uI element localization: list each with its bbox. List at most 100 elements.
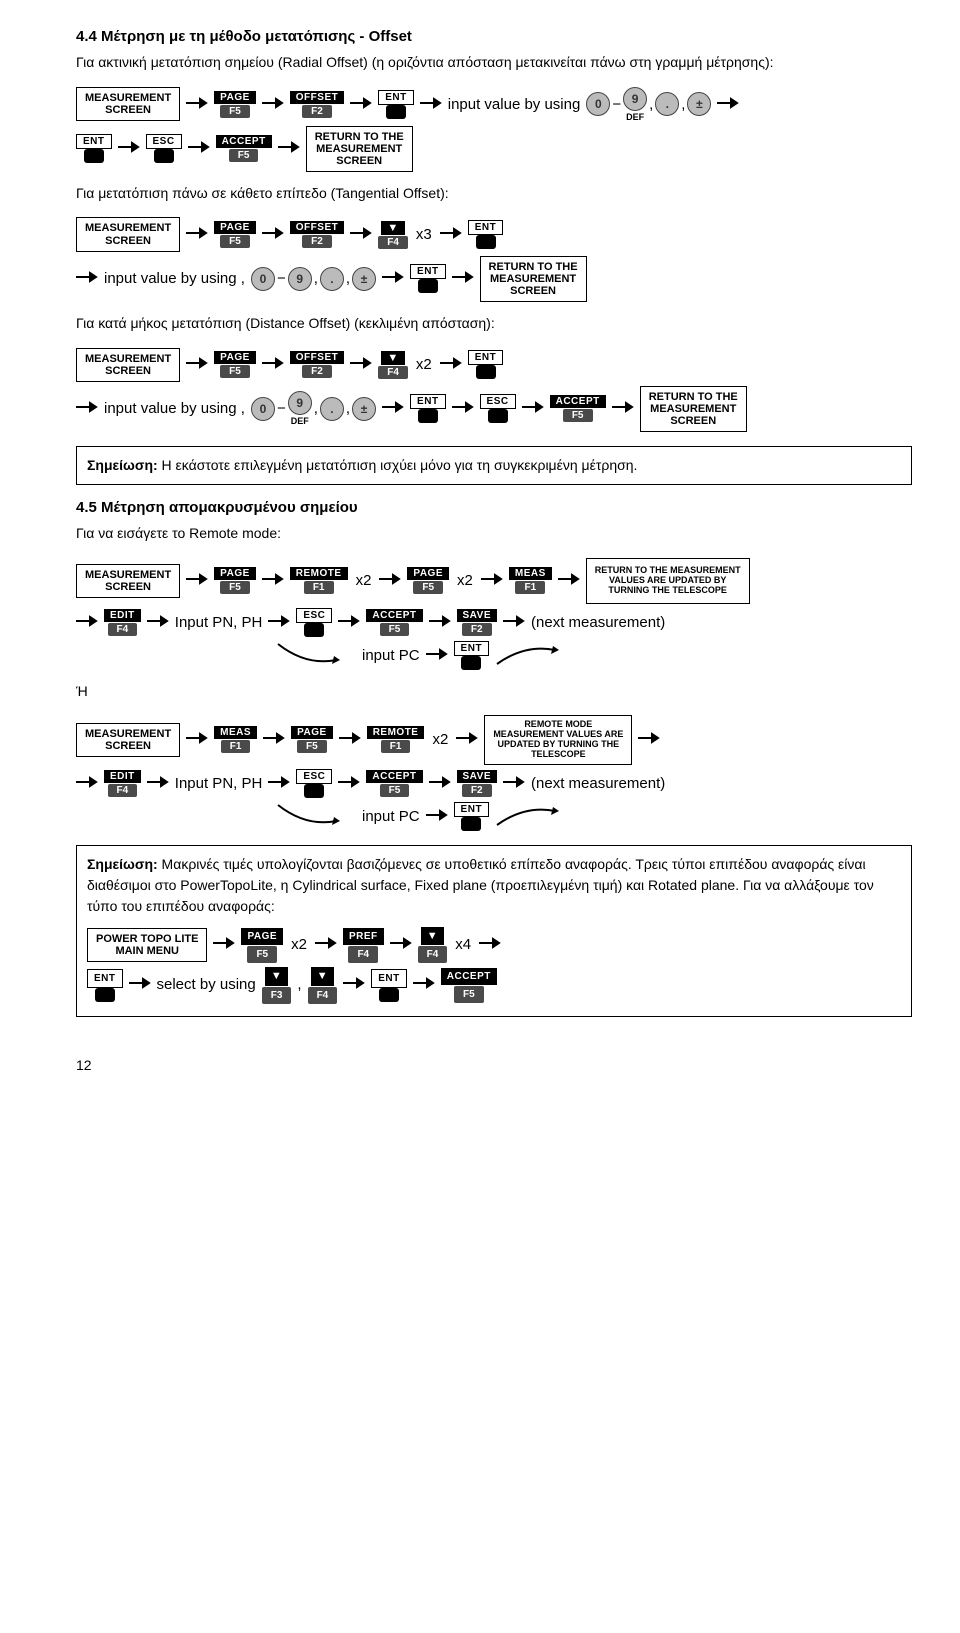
arrow-icon <box>379 572 401 589</box>
arrow-icon <box>481 572 503 589</box>
ent-key: ENT <box>410 394 446 423</box>
input-value-text: input value by using , <box>104 400 245 417</box>
flow-radial-offset: MEASUREMENT SCREEN PAGEF5 OFFSETF2 ENT i… <box>76 87 912 172</box>
arrow-icon <box>339 731 361 748</box>
digit-pad: 0 − 9DEF , . , ± <box>251 391 376 426</box>
comma: , <box>297 974 301 997</box>
arrow-icon <box>382 400 404 417</box>
flow-remote-mode-1: MEASUREMENT SCREEN PAGEF5 REMOTEF1 x2 PA… <box>76 558 912 670</box>
down-f4-key: ▼F4 <box>418 927 448 964</box>
accept-f5-key: ACCEPTF5 <box>441 968 497 1003</box>
down-f4-key: ▼F4 <box>378 351 408 379</box>
arrow-icon <box>278 140 300 157</box>
arrow-icon <box>338 614 360 631</box>
multiplier-x2: x2 <box>432 731 448 748</box>
ptl-main-menu-label: POWER TOPO LITE MAIN MENU <box>87 928 207 962</box>
arrow-icon <box>612 400 634 417</box>
offset-f2-key: OFFSETF2 <box>290 221 344 248</box>
arrow-icon <box>350 226 372 243</box>
page-f5-key: PAGEF5 <box>407 567 449 594</box>
arrow-icon <box>263 731 285 748</box>
accept-f5-key: ACCEPTF5 <box>216 135 272 162</box>
arrow-icon <box>413 975 435 996</box>
down-f3-key: ▼F3 <box>262 967 292 1004</box>
edit-f4-key: EDITF4 <box>104 770 141 797</box>
arrow-icon <box>717 96 739 113</box>
note1-text: Η εκάστοτε επιλεγμένη μετατόπιση ισχύει … <box>158 457 638 473</box>
pref-f4-key: PREFF4 <box>343 928 384 963</box>
accept-f5-key: ACCEPTF5 <box>550 395 606 422</box>
down-f4-key: ▼F4 <box>308 967 338 1004</box>
save-f2-key: SAVEF2 <box>457 770 498 797</box>
input-pc-text: input PC <box>362 647 420 664</box>
return-screen-label: RETURN TO THE MEASUREMENT SCREEN <box>640 386 747 432</box>
arrow-icon <box>426 808 448 825</box>
page-f5-key: PAGEF5 <box>241 928 283 963</box>
page-f5-key: PAGEF5 <box>214 221 256 248</box>
multiplier-x2: x2 <box>416 356 432 373</box>
flow-tangential-offset: MEASUREMENT SCREEN PAGEF5 OFFSETF2 ▼F4 x… <box>76 217 912 301</box>
tangential-intro: Για μετατόπιση πάνω σε κάθετο επίπεδο (T… <box>76 184 912 204</box>
input-value-text: input value by using <box>448 96 581 113</box>
arrow-icon <box>76 400 98 417</box>
arrow-icon <box>522 400 544 417</box>
remote-mode-values-label: REMOTE MODE MEASUREMENT VALUES ARE UPDAT… <box>484 715 632 765</box>
return-meas-values-label: RETURN TO THE MEASUREMENT VALUES ARE UPD… <box>586 558 750 604</box>
ent-key: ENT <box>454 641 490 670</box>
accept-f5-key: ACCEPTF5 <box>366 609 422 636</box>
arrow-icon <box>315 935 337 956</box>
arrow-icon <box>147 775 169 792</box>
arrow-icon <box>186 226 208 243</box>
arrow-icon <box>186 356 208 373</box>
arrow-icon <box>118 140 140 157</box>
arrow-icon <box>262 226 284 243</box>
arrow-icon <box>440 356 462 373</box>
multiplier-x2: x2 <box>457 572 473 589</box>
input-pnph-text: Input PN, PH <box>175 614 263 631</box>
input-pnph-text: Input PN, PH <box>175 775 263 792</box>
note-2: Σημείωση: Μακρινές τιμές υπολογίζονται β… <box>76 845 912 1017</box>
arrow-icon <box>188 140 210 157</box>
edit-f4-key: EDITF4 <box>104 609 141 636</box>
page-f5-key: PAGEF5 <box>291 726 333 753</box>
arrow-icon <box>382 270 404 287</box>
arrow-icon <box>343 975 365 996</box>
accept-f5-key: ACCEPTF5 <box>366 770 422 797</box>
ent-key: ENT <box>371 969 407 1002</box>
arrow-icon <box>440 226 462 243</box>
multiplier-x3: x3 <box>416 226 432 243</box>
arrow-icon <box>76 270 98 287</box>
page-f5-key: PAGEF5 <box>214 567 256 594</box>
esc-key: ESC <box>296 608 332 637</box>
curve-arrow-icon <box>276 642 356 668</box>
arrow-icon <box>558 572 580 589</box>
arrow-icon <box>503 775 525 792</box>
page-f5-key: PAGEF5 <box>214 351 256 378</box>
return-screen-label: RETURN TO THE MEASUREMENT SCREEN <box>480 256 587 302</box>
arrow-icon <box>452 400 474 417</box>
or-label: Ή <box>76 682 912 702</box>
section-4-4-intro: Για ακτινική μετατόπιση σημείου (Radial … <box>76 53 912 73</box>
note-1: Σημείωση: Η εκάστοτε επιλεγμένη μετατόπι… <box>76 446 912 485</box>
section-4-4-title: 4.4 Μέτρηση με τη μέθοδο μετατόπισης - O… <box>76 28 912 45</box>
page-number: 12 <box>76 1057 912 1073</box>
esc-key: ESC <box>146 134 182 163</box>
flow-remote-mode-2: MEASUREMENT SCREEN MEASF1 PAGEF5 REMOTEF… <box>76 715 912 831</box>
save-f2-key: SAVEF2 <box>457 609 498 636</box>
measurement-screen-label: MEASUREMENT SCREEN <box>76 348 180 382</box>
input-value-text: input value by using , <box>104 270 245 287</box>
arrow-icon <box>129 975 151 996</box>
note2-text: Μακρινές τιμές υπολογίζονται βασιζόμενες… <box>87 856 874 914</box>
measurement-screen-label: MEASUREMENT SCREEN <box>76 217 180 251</box>
multiplier-x4: x4 <box>455 934 471 957</box>
arrow-icon <box>186 572 208 589</box>
arrow-icon <box>186 731 208 748</box>
esc-key: ESC <box>480 394 516 423</box>
page-f5-key: PAGEF5 <box>214 91 256 118</box>
arrow-icon <box>262 96 284 113</box>
curve-arrow-icon <box>276 803 356 829</box>
distance-intro: Για κατά μήκος μετατόπιση (Distance Offs… <box>76 314 912 334</box>
arrow-icon <box>262 356 284 373</box>
arrow-icon <box>420 96 442 113</box>
arrow-icon <box>503 614 525 631</box>
